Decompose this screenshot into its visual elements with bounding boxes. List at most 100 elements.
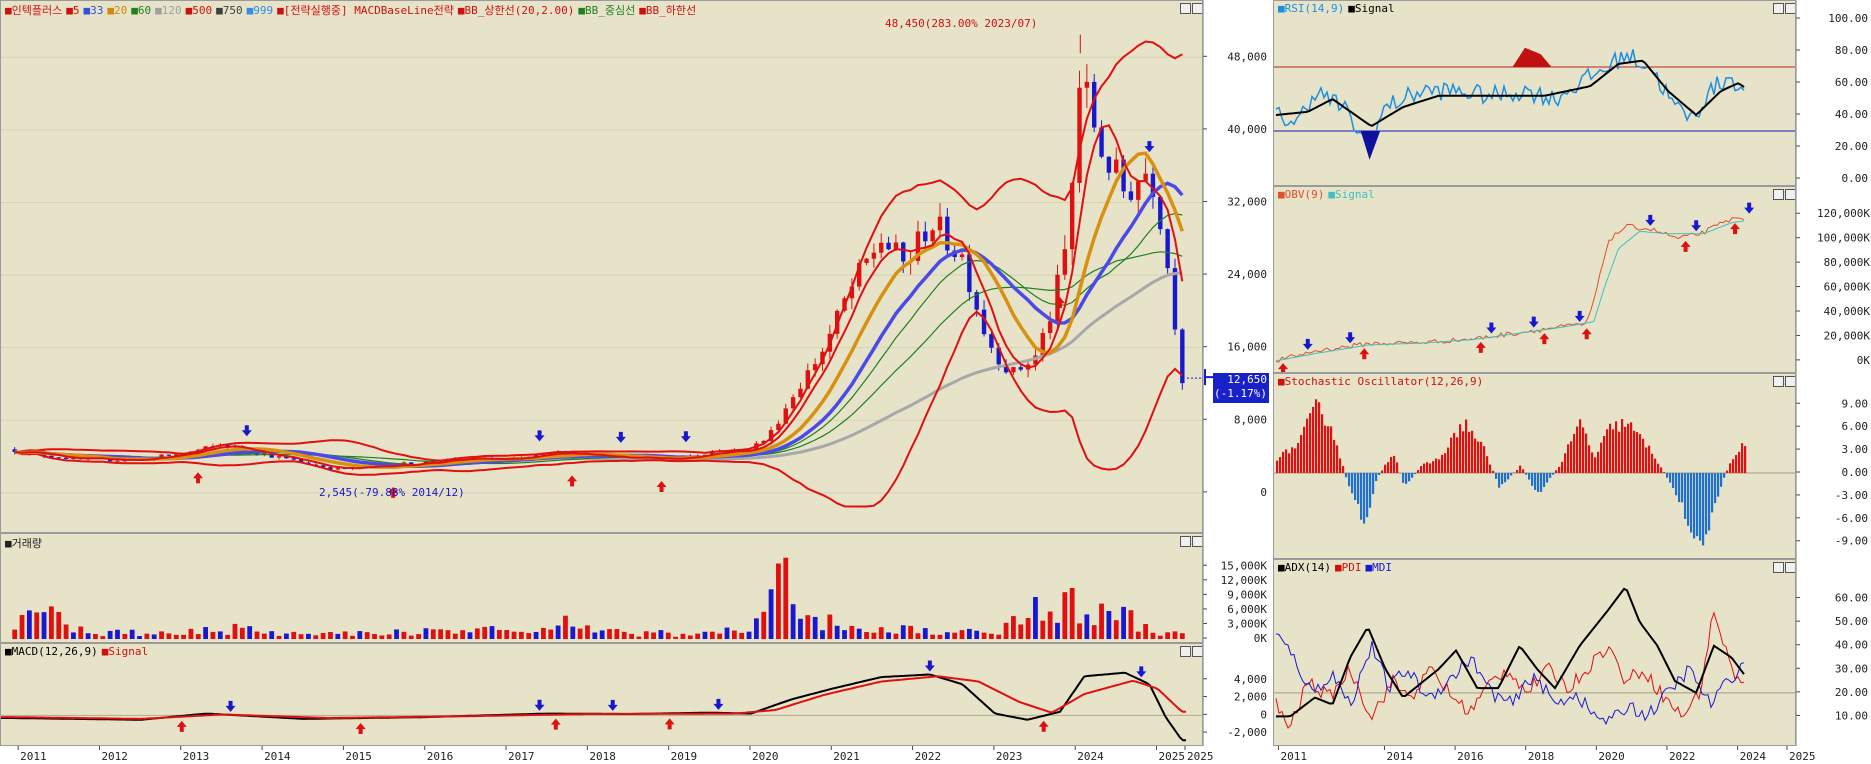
panel-close-button[interactable] bbox=[1192, 536, 1202, 547]
volume-bar bbox=[1018, 624, 1024, 639]
legend-item[interactable]: ■999 bbox=[246, 4, 274, 17]
candle bbox=[901, 242, 906, 262]
legend-item[interactable]: ■Signal bbox=[1328, 188, 1375, 201]
legend-item[interactable]: ■[전략실행중] MACDBaseLine전략 bbox=[277, 4, 454, 17]
candle bbox=[930, 230, 935, 242]
volume-chart-area[interactable] bbox=[1, 534, 1203, 643]
legend-item[interactable]: ■BB_하한선 bbox=[639, 4, 697, 17]
legend-item[interactable]: ■MDI bbox=[1365, 561, 1392, 574]
ma120-line bbox=[455, 271, 1183, 462]
panel-close-button[interactable] bbox=[1192, 3, 1202, 14]
stoch-bar bbox=[1693, 473, 1696, 539]
rsi-y-axis: 100.00 80.00 60.00 40.00 20.00 0.00 bbox=[1796, 0, 1871, 186]
rsi-chart-area[interactable] bbox=[1274, 1, 1796, 186]
panel-minimize-button[interactable] bbox=[1773, 3, 1784, 14]
stoch-bar bbox=[1690, 473, 1693, 533]
volume-bar bbox=[203, 627, 209, 639]
panel-minimize-button[interactable] bbox=[1773, 189, 1784, 200]
volume-bar bbox=[1033, 596, 1038, 639]
legend-item[interactable]: ■BB_상한선(20,2.00) bbox=[457, 4, 575, 17]
legend-item[interactable]: ■60 bbox=[131, 4, 152, 17]
volume-bar bbox=[1128, 610, 1134, 639]
volume-bar bbox=[283, 633, 289, 639]
legend-item[interactable]: ■ADX(14) bbox=[1278, 561, 1331, 574]
volume-bar bbox=[695, 633, 701, 639]
panel-close-button[interactable] bbox=[1192, 646, 1202, 657]
legend-item[interactable]: ■MACD(12,26,9) bbox=[5, 645, 98, 658]
y-tick-label: 60.00 bbox=[1835, 76, 1868, 89]
legend-item[interactable]: ■750 bbox=[216, 4, 243, 17]
adx-panel: ■ADX(14) ■PDI ■MDI bbox=[1273, 559, 1796, 746]
volume-bar bbox=[1143, 624, 1149, 639]
x-tick-label: 2022 bbox=[1669, 750, 1696, 763]
legend-item[interactable]: ■BB_중심선 bbox=[578, 4, 636, 17]
panel-minimize-button[interactable] bbox=[1773, 562, 1784, 573]
x-tick-label: 2012 bbox=[101, 750, 128, 763]
adx-chart-area[interactable] bbox=[1274, 560, 1796, 746]
price-chart-area[interactable] bbox=[1, 1, 1203, 533]
panel-close-button[interactable] bbox=[1785, 189, 1795, 200]
obv-chart-area[interactable] bbox=[1274, 187, 1796, 373]
legend-item[interactable]: ■120 bbox=[155, 4, 182, 17]
stoch-bar bbox=[1297, 442, 1300, 473]
candle bbox=[768, 430, 774, 441]
volume-bar bbox=[937, 634, 943, 639]
legend-item[interactable]: ■Signal bbox=[101, 645, 149, 658]
legend-item[interactable]: ■OBV(9) bbox=[1278, 188, 1325, 201]
candle bbox=[1018, 367, 1023, 370]
candle bbox=[1150, 173, 1156, 197]
legend-item[interactable]: ■인텍플러스 bbox=[5, 4, 63, 17]
current-change: (-1.17%) bbox=[1214, 387, 1267, 400]
price-legend: ■인텍플러스 ■5 ■33 ■20 ■60 ■120 ■500 ■750 ■999 ■[전략실행중… bbox=[5, 2, 700, 18]
legend-item[interactable]: ■Signal bbox=[1348, 2, 1395, 15]
legend-item[interactable]: ■PDI bbox=[1334, 561, 1362, 574]
legend-item[interactable]: ■5 bbox=[66, 4, 80, 17]
candle bbox=[328, 467, 333, 470]
candle bbox=[915, 231, 921, 261]
stoch-bar bbox=[1702, 473, 1705, 546]
buy-signal-arrow bbox=[664, 718, 675, 730]
stoch-bar bbox=[1429, 463, 1432, 473]
legend-item[interactable]: ■Stochastic Oscillator(12,26,9) bbox=[1278, 375, 1484, 388]
candle bbox=[857, 263, 862, 287]
stoch-bar bbox=[1390, 456, 1393, 473]
panel-close-button[interactable] bbox=[1785, 3, 1795, 14]
panel-close-button[interactable] bbox=[1785, 376, 1795, 387]
panel-minimize-button[interactable] bbox=[1180, 3, 1191, 14]
volume-bar bbox=[1099, 603, 1104, 639]
panel-minimize-button[interactable] bbox=[1180, 646, 1191, 657]
volume-bar bbox=[1062, 592, 1068, 639]
volume-bar bbox=[137, 636, 142, 639]
volume-bar bbox=[842, 630, 847, 639]
volume-bar bbox=[1003, 622, 1009, 639]
y-tick-label: 100.00 bbox=[1828, 12, 1868, 25]
candle bbox=[1062, 249, 1068, 275]
stoch-bar bbox=[1378, 473, 1381, 475]
sell-signal-arrow bbox=[1486, 322, 1497, 334]
legend-item[interactable]: ■RSI(14,9) bbox=[1278, 2, 1345, 15]
x-tick-label: 2016 bbox=[1457, 750, 1484, 763]
candle bbox=[805, 370, 810, 389]
legend-item[interactable]: ■거래량 bbox=[5, 537, 42, 550]
x-tick-label: 2020 bbox=[752, 750, 779, 763]
panel-close-button[interactable] bbox=[1785, 562, 1795, 573]
stoch-bar bbox=[1522, 469, 1525, 473]
buy-signal-arrow bbox=[388, 486, 399, 498]
volume-bar bbox=[629, 633, 634, 639]
legend-item[interactable]: ■33 bbox=[83, 4, 104, 17]
stoch-bar bbox=[1606, 429, 1609, 473]
adx-legend: ■ADX(14) ■PDI ■MDI bbox=[1278, 561, 1396, 574]
volume-bar bbox=[181, 634, 186, 639]
volume-bar bbox=[467, 632, 473, 639]
volume-y-axis: 15,000K 12,000K 9,000K 6,000K 3,000K 0K bbox=[1203, 533, 1271, 643]
panel-minimize-button[interactable] bbox=[1180, 536, 1191, 547]
candle bbox=[1114, 159, 1119, 173]
buy-signal-arrow bbox=[355, 723, 366, 735]
legend-item[interactable]: ■500 bbox=[185, 4, 213, 17]
legend-item[interactable]: ■20 bbox=[107, 4, 128, 17]
panel-minimize-button[interactable] bbox=[1773, 376, 1784, 387]
stoch-bar bbox=[1480, 441, 1483, 473]
candle bbox=[849, 286, 855, 299]
stoch-chart-area[interactable] bbox=[1274, 374, 1796, 559]
macd-chart-area[interactable] bbox=[1, 644, 1203, 746]
